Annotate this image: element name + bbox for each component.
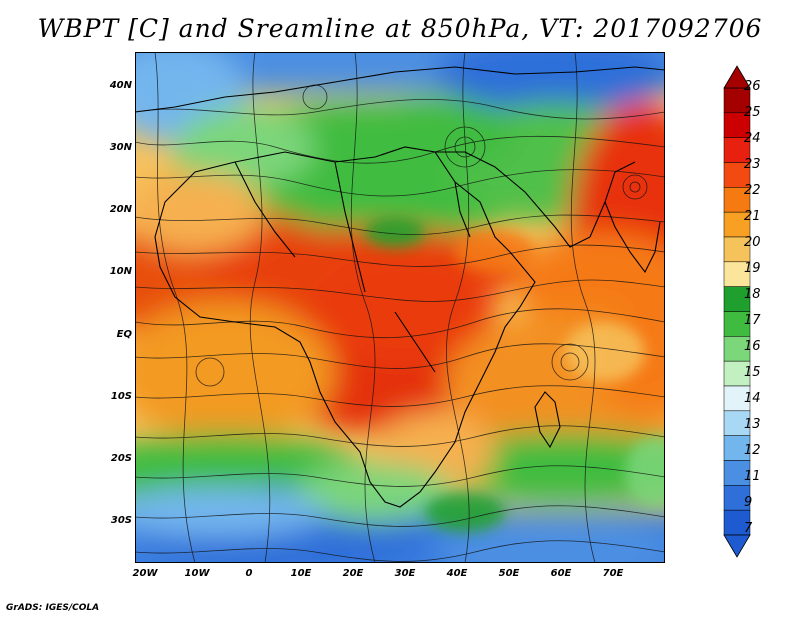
lon-label-30e: 30E bbox=[394, 568, 416, 579]
lon-label-40e: 40E bbox=[446, 568, 468, 579]
colorbar-cell bbox=[723, 435, 751, 461]
colorbar-label: 19 bbox=[744, 261, 761, 276]
colorbar-cell bbox=[723, 385, 751, 412]
colorbar-label: 11 bbox=[744, 469, 761, 484]
chart-title: WBPT [C] and Sreamline at 850hPa, VT: 20… bbox=[37, 14, 763, 43]
colorbar-cell bbox=[723, 211, 751, 238]
lon-label-50e: 50E bbox=[498, 568, 520, 579]
colorbar-label: 18 bbox=[744, 287, 761, 302]
coastlines bbox=[135, 66, 665, 508]
wbpt-map bbox=[135, 52, 665, 563]
colorbar-cell bbox=[723, 112, 751, 138]
colorbar-label: 26 bbox=[744, 79, 761, 94]
colorbar-cell bbox=[723, 360, 751, 387]
lat-label-30n: 30N bbox=[109, 142, 132, 153]
lon-label-70e: 70E bbox=[602, 568, 624, 579]
colorbar bbox=[723, 65, 751, 558]
colorbar-label: 20 bbox=[744, 235, 761, 250]
colorbar-label: 16 bbox=[744, 339, 761, 354]
colorbar-cell bbox=[723, 87, 751, 114]
lon-label-10e: 10E bbox=[290, 568, 312, 579]
lon-label-0: 0 bbox=[245, 568, 253, 579]
colorbar-label: 7 bbox=[744, 521, 753, 536]
lat-label-40n: 40N bbox=[109, 80, 132, 91]
lat-label-10s: 10S bbox=[110, 391, 132, 402]
lat-label-eq: EQ bbox=[116, 329, 132, 340]
grads-credit: GrADS: IGES/COLA bbox=[6, 603, 100, 613]
lon-label-10w: 10W bbox=[184, 568, 210, 579]
colorbar-label: 17 bbox=[744, 313, 761, 328]
colorbar-cell bbox=[723, 137, 751, 163]
colorbar-label: 13 bbox=[744, 417, 761, 432]
colorbar-label: 24 bbox=[744, 131, 761, 146]
colorbar-cell bbox=[723, 410, 751, 436]
lat-label-20s: 20S bbox=[110, 453, 132, 464]
colorbar-cell bbox=[723, 187, 751, 213]
colorbar-label: 22 bbox=[744, 183, 761, 198]
lat-label-10n: 10N bbox=[109, 266, 132, 277]
colorbar-label: 21 bbox=[744, 209, 761, 224]
colorbar-cell bbox=[723, 460, 751, 486]
colorbar-label: 9 bbox=[744, 495, 753, 510]
colorbar-label: 15 bbox=[744, 365, 761, 380]
wbpt-field bbox=[135, 52, 665, 563]
colorbar-cell bbox=[723, 336, 751, 362]
colorbar-cell bbox=[723, 286, 751, 312]
lon-label-60e: 60E bbox=[550, 568, 572, 579]
lon-label-20e: 20E bbox=[342, 568, 364, 579]
colorbar-label: 23 bbox=[744, 157, 761, 172]
lat-label-20n: 20N bbox=[109, 204, 132, 215]
map-panel bbox=[135, 52, 665, 563]
colorbar-label: 14 bbox=[744, 391, 761, 406]
colorbar-cell bbox=[723, 311, 751, 337]
colorbar-max-arrow bbox=[723, 65, 751, 89]
colorbar-label: 12 bbox=[744, 443, 761, 458]
colorbar-cell bbox=[723, 261, 751, 287]
colorbar-min-arrow bbox=[723, 534, 751, 558]
colorbar-label: 25 bbox=[744, 105, 761, 120]
lat-label-30s: 30S bbox=[110, 515, 132, 526]
colorbar-cell bbox=[723, 485, 751, 511]
colorbar-cell bbox=[723, 236, 751, 263]
lon-label-20w: 20W bbox=[132, 568, 158, 579]
